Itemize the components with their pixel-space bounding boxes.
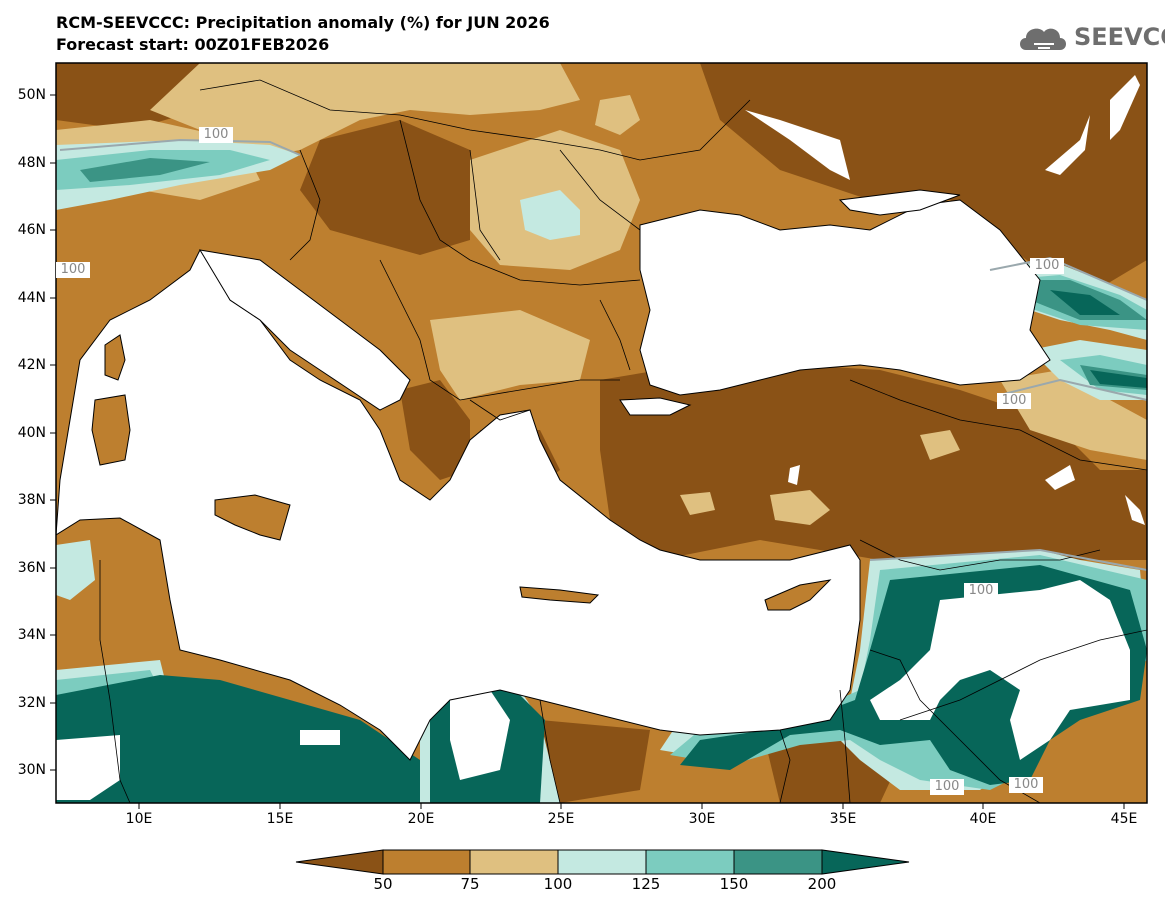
colorbar-label: 200 <box>807 875 837 893</box>
lon-label: 25E <box>547 811 575 827</box>
contour-label-boxes <box>56 127 1064 795</box>
contour-label: 100 <box>203 127 229 142</box>
borders <box>99 79 1147 803</box>
lat-label: 46N <box>17 222 46 238</box>
contour-label: 100 <box>968 583 994 598</box>
colorbar-low-arrow <box>295 849 384 875</box>
sea-of-azov <box>838 189 961 216</box>
lat-label: 32N <box>17 695 46 711</box>
sicily <box>214 494 291 541</box>
lat-label: 36N <box>17 560 46 576</box>
marmara <box>619 397 692 416</box>
crete <box>519 586 600 604</box>
colorbar-high-arrow <box>821 849 910 875</box>
colorbar-label: 125 <box>631 875 661 893</box>
colorbar-bin-75-100 <box>469 849 559 875</box>
lat-label: 34N <box>17 627 46 643</box>
lon-label: 30E <box>688 811 716 827</box>
lon-label: 15E <box>266 811 294 827</box>
forecast-start: Forecast start: 00Z01FEB2026 <box>56 35 330 54</box>
contour-label: 100 <box>60 262 86 277</box>
lat-label: 44N <box>17 290 46 306</box>
black-sea <box>639 199 1051 396</box>
lon-label: 10E <box>125 811 153 827</box>
map-title: RCM-SEEVCCC: Precipitation anomaly (%) f… <box>56 13 550 32</box>
colorbar-label: 75 <box>460 875 480 893</box>
colorbar <box>295 849 910 875</box>
logo-text: SEEVCCC <box>1074 23 1165 51</box>
lon-label: 35E <box>829 811 857 827</box>
lon-label: 40E <box>969 811 997 827</box>
lat-ticks <box>50 94 56 771</box>
colorbar-label: 150 <box>719 875 749 893</box>
colorbar-label: 50 <box>373 875 393 893</box>
lat-label: 48N <box>17 155 46 171</box>
contour-label: 100 <box>1001 393 1027 408</box>
colorbar-bin-50-75 <box>382 849 471 875</box>
lakes <box>745 75 1145 525</box>
colorbar-bin-100-125 <box>557 849 647 875</box>
cyprus <box>764 579 832 611</box>
seevccc-logo: SEEVCCC <box>1016 20 1165 56</box>
contour-label: 100 <box>934 779 960 794</box>
lat-label: 30N <box>17 762 46 778</box>
lon-ticks <box>138 803 1125 809</box>
lon-label: 20E <box>407 811 435 827</box>
colorbar-bin-150-200 <box>733 849 823 875</box>
adriatic-sea <box>199 249 411 411</box>
lat-label: 42N <box>17 357 46 373</box>
lat-label: 50N <box>17 87 46 103</box>
colorbar-label: 100 <box>543 875 573 893</box>
sardinia <box>91 394 131 466</box>
lat-label: 38N <box>17 492 46 508</box>
contour-label: 100 <box>1013 777 1039 792</box>
corsica <box>104 334 126 381</box>
lat-label: 40N <box>17 425 46 441</box>
no-data-zones <box>56 580 1130 800</box>
colorbar-bin-125-150 <box>645 849 735 875</box>
cloud-icon <box>1020 28 1066 50</box>
seas <box>56 189 1051 761</box>
islands <box>91 334 832 611</box>
contour-label: 100 <box>1034 258 1060 273</box>
lon-label: 45E <box>1110 811 1138 827</box>
